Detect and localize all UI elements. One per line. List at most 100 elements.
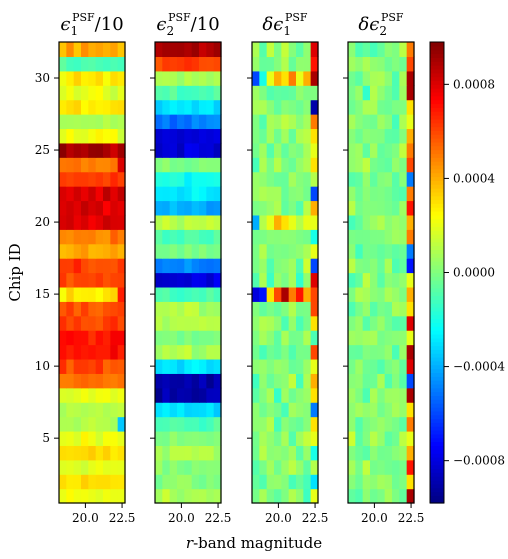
heatmap-cell [66,416,75,432]
heatmap-cell [288,171,297,187]
colorbar-segment [430,453,444,458]
heatmap-cell [348,85,356,101]
heatmap-cell [303,243,312,259]
heatmap-cell [281,214,290,230]
heatmap-cell [259,142,268,158]
heatmap-cell [377,142,386,158]
heatmap-cell [355,330,364,346]
heatmap-cell [117,358,126,374]
heatmap-cell [95,70,104,86]
heatmap-cell [59,387,67,403]
heatmap-cell [406,330,415,346]
heatmap-cell [370,99,378,115]
heatmap-cell [73,56,82,72]
heatmap-cell [162,459,171,475]
heatmap-cell [66,301,75,317]
heatmap-cell [66,99,75,115]
heatmap-cell [355,416,364,432]
heatmap-cell [169,214,178,230]
heatmap-cell [399,258,408,274]
heatmap-cell [66,387,75,403]
heatmap-cell [73,214,82,230]
heatmap-cell [406,243,415,259]
heatmap-cell [59,330,67,346]
heatmap-cell [362,373,371,389]
colorbar-segment [430,383,444,389]
heatmap-cell [117,474,126,490]
heatmap-cell [73,99,82,115]
heatmap-cell [362,445,371,461]
heatmap-cell [199,445,207,461]
heatmap-cell [199,171,207,187]
heatmap-cell [288,42,297,58]
heatmap-cell [103,430,111,446]
heatmap-cell [274,474,282,490]
heatmap-cell [59,85,67,101]
heatmap-cell [348,229,356,245]
x-tick-label: 22.5 [302,511,329,525]
heatmap-cell [392,474,400,490]
heatmap-cell [162,330,171,346]
heatmap-cell [206,387,215,403]
heatmap-cell [377,459,386,475]
heatmap-cell [274,99,282,115]
heatmap-cell [310,70,319,86]
panel-title: ϵ1PSF/10 [60,11,123,38]
heatmap-cell [406,186,415,202]
heatmap-cell [377,243,386,259]
heatmap-cell [310,85,319,101]
heatmap-cell [355,258,364,274]
heatmap-cell [95,430,104,446]
colorbar-segment [430,299,444,304]
heatmap-cell [274,214,282,230]
heatmap-cell [206,229,215,245]
heatmap-cell [377,358,386,374]
heatmap-cell [362,229,371,245]
heatmap-cell [103,445,111,461]
heatmap-cell [310,229,319,245]
heatmap-cell [169,459,178,475]
heatmap-cell [177,358,185,374]
heatmap-cell [184,142,193,158]
heatmap-cell [348,70,356,86]
colorbar-segment [430,456,444,462]
heatmap-cell [177,286,185,302]
heatmap-cell [81,56,89,72]
heatmap-cell [252,387,260,403]
heatmap-cell [252,243,260,259]
colorbar-segment [430,268,444,274]
y-tick-label: 5 [42,431,50,445]
heatmap-cell [348,344,356,360]
colorbar-segment [430,164,444,170]
heatmap-cell [199,459,207,475]
heatmap-cell [384,416,393,432]
colorbar-segment [430,222,444,227]
heatmap-cell [162,286,171,302]
heatmap-cell [73,171,82,187]
heatmap-cell [103,286,111,302]
heatmap-cell [281,99,290,115]
heatmap-cell [384,373,393,389]
y-tick-label: 15 [35,287,50,301]
heatmap-cell [59,430,67,446]
heatmap-cell [103,229,111,245]
heatmap-cell [259,200,268,216]
heatmap-cell [155,430,163,446]
heatmap-cell [177,272,185,288]
colorbar-segment [430,61,444,66]
heatmap-cell [281,315,290,331]
colorbar-segment [430,218,444,224]
colorbar-segment [430,260,444,266]
heatmap-cell [377,56,386,72]
colorbar-segment [430,499,444,504]
heatmap-cell [252,459,260,475]
heatmap-cell [288,474,297,490]
heatmap-cell [213,200,222,216]
heatmap-cell [162,142,171,158]
heatmap-cell [266,128,275,144]
heatmap-cell [252,56,260,72]
heatmap-cell [384,243,393,259]
heatmap-cell [392,445,400,461]
heatmap-cell [73,142,82,158]
heatmap-cell [296,387,304,403]
